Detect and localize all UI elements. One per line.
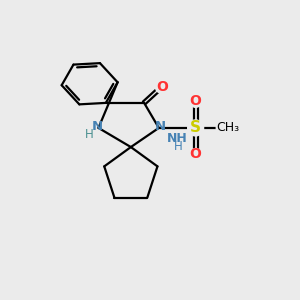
Circle shape [216, 119, 234, 137]
Circle shape [190, 148, 202, 160]
Text: O: O [190, 147, 202, 161]
Text: H: H [174, 140, 183, 153]
Text: H: H [85, 128, 94, 141]
Text: O: O [190, 94, 202, 108]
Text: O: O [156, 80, 168, 94]
Circle shape [190, 95, 202, 107]
Circle shape [188, 120, 204, 136]
Text: NH: NH [167, 132, 188, 145]
Circle shape [155, 80, 168, 93]
Text: CH₃: CH₃ [217, 122, 240, 134]
Text: N: N [155, 120, 166, 133]
Text: N: N [92, 120, 103, 133]
Text: S: S [190, 120, 201, 135]
